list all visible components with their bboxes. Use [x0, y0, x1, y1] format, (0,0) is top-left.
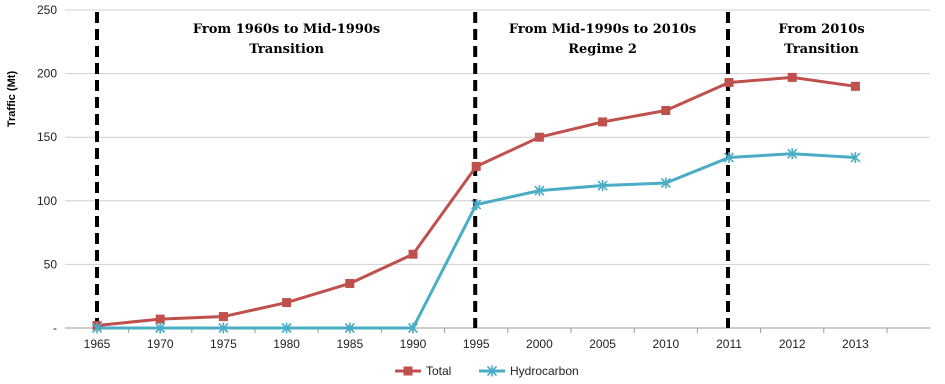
- data-series: [91, 72, 861, 334]
- data-point-total: [598, 117, 608, 127]
- data-point-total: [534, 132, 544, 142]
- data-point-total: [661, 105, 671, 115]
- period-dividers: [95, 12, 730, 328]
- annotation-line2: Transition: [249, 42, 324, 57]
- data-point-hydrocarbon: [155, 322, 166, 334]
- legend-marker: [486, 365, 498, 377]
- legend: Total Hydrocarbon: [395, 364, 579, 378]
- data-point-hydrocarbon: [471, 199, 482, 211]
- legend-item-total: Total: [395, 364, 451, 378]
- x-tick-label: 1985: [336, 337, 363, 351]
- x-tick-label: 1995: [463, 337, 490, 351]
- annotation-line1: From 2010s: [778, 22, 864, 37]
- data-point-total: [282, 298, 292, 308]
- data-point-hydrocarbon: [787, 148, 798, 160]
- x-tick-label: 1990: [400, 337, 427, 351]
- x-tick-label: 1965: [84, 337, 111, 351]
- y-tick-label: 50: [44, 257, 58, 271]
- annotation-line2: Transition: [784, 42, 859, 57]
- data-point-total: [787, 72, 797, 82]
- data-point-total: [155, 314, 165, 324]
- x-tick-label: 1970: [147, 337, 174, 351]
- data-point-hydrocarbon: [407, 322, 419, 334]
- x-tick-label: 2010: [652, 337, 679, 351]
- x-tick-label: 2000: [526, 337, 553, 351]
- data-point-hydrocarbon: [723, 152, 735, 164]
- data-point-total: [345, 278, 355, 288]
- y-tick-label: 100: [37, 194, 57, 208]
- annotation-line2: Regime 2: [568, 42, 637, 57]
- data-point-hydrocarbon: [597, 180, 608, 192]
- series-hydrocarbon: [91, 148, 861, 334]
- x-tick-label: 2012: [779, 337, 806, 351]
- data-point-hydrocarbon: [91, 322, 103, 334]
- data-point-hydrocarbon: [344, 322, 355, 334]
- annotation-line1: From 1960s to Mid-1990s: [193, 22, 380, 37]
- axes: - 50 100 150 200 250 Traffic (Mt) 1965 1970 1975 1…: [6, 3, 888, 351]
- x-tick-label: 2013: [842, 337, 869, 351]
- annotation-line1: From Mid-1990s to 2010s: [509, 22, 696, 37]
- legend-marker: [403, 366, 413, 376]
- legend-item-hydrocarbon: Hydrocarbon: [479, 364, 579, 378]
- y-tick-label: -: [53, 321, 57, 335]
- x-tick-label: 1980: [273, 337, 300, 351]
- period-annotations: From 1960s to Mid-1990s Transition From Mi…: [193, 22, 865, 57]
- data-point-hydrocarbon: [660, 177, 671, 189]
- legend-label: Total: [426, 364, 451, 378]
- data-point-total: [471, 161, 481, 171]
- gridlines: [65, 9, 930, 329]
- data-point-total: [408, 249, 418, 259]
- data-point-hydrocarbon: [281, 322, 292, 334]
- y-tick-label: 250: [37, 3, 57, 17]
- legend-label: Hydrocarbon: [510, 364, 579, 378]
- data-point-hydrocarbon: [218, 322, 229, 334]
- x-tick-label: 2011: [716, 337, 742, 351]
- data-point-total: [218, 312, 228, 322]
- x-tick-label: 2005: [589, 337, 616, 351]
- y-tick-label: 150: [37, 130, 57, 144]
- y-tick-label: 200: [37, 67, 57, 81]
- data-point-total: [850, 81, 860, 91]
- data-point-hydrocarbon: [850, 152, 861, 164]
- x-tick-label: 1975: [210, 337, 237, 351]
- y-axis-title: Traffic (Mt): [6, 71, 18, 128]
- data-point-hydrocarbon: [534, 185, 545, 197]
- data-point-total: [724, 78, 734, 88]
